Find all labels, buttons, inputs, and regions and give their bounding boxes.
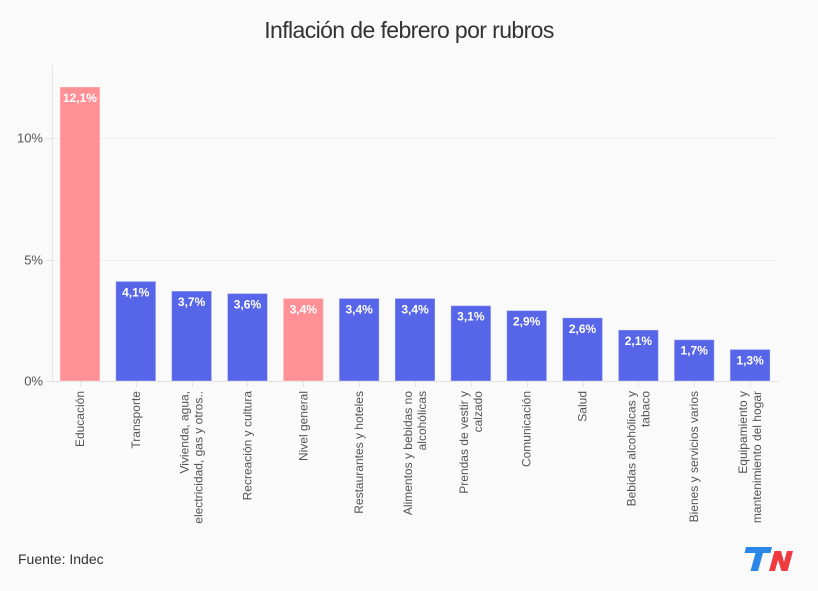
x-category-label: Alimentos y bebidas noalcohólicas — [401, 391, 429, 515]
bar-value-label: 3,4% — [345, 302, 373, 316]
x-category-label-line: Bienes y servicios varios — [687, 391, 701, 522]
bar[interactable] — [729, 348, 771, 382]
bar[interactable] — [282, 297, 324, 382]
source-note: Fuente: Indec — [18, 551, 104, 567]
bar-value-label: 1,7% — [681, 344, 709, 358]
bar[interactable] — [506, 310, 548, 382]
bar-group: 3,4% — [282, 297, 324, 382]
bar-group: 3,6% — [226, 293, 268, 382]
y-tick-label: 5% — [24, 253, 43, 268]
x-category-label-line: tabaco — [638, 391, 652, 427]
bar[interactable] — [562, 317, 604, 382]
x-category-label-line: Comunicación — [520, 391, 534, 467]
bar-value-label: 3,4% — [401, 302, 429, 316]
x-category-label-line: Transporte — [129, 391, 143, 449]
bar[interactable] — [338, 297, 380, 382]
chart-title: Inflación de febrero por rubros — [264, 17, 554, 43]
x-category-label-line: Prendas de vestir y — [457, 391, 471, 494]
bar-group: 12,1% — [59, 86, 101, 382]
bar-group: 2,6% — [562, 317, 604, 382]
x-category-label: Educación — [73, 391, 87, 447]
bar[interactable] — [394, 297, 436, 382]
x-category-label: Vivienda, agua,electricidad, gas y otros… — [178, 391, 206, 524]
x-category-label-line: Nivel general — [296, 391, 310, 461]
bar-value-label: 4,1% — [122, 285, 150, 299]
bar-group: 3,4% — [338, 297, 380, 382]
bar[interactable] — [450, 305, 492, 382]
x-category-label: Bebidas alcohólicas ytabaco — [624, 391, 652, 507]
x-category-label-line: Restaurantes y hoteles — [352, 391, 366, 514]
bars: 12,1% 4,1% 3,7% 3,6% 3,4% 3,4% 3,4% 3,1% 2,9% 2,6… — [59, 86, 771, 382]
logo-letter-t — [744, 547, 772, 571]
x-axis-ticks: Educación Transporte Vivienda, agua,electr… — [73, 381, 764, 524]
bar-value-label: 12,1% — [63, 91, 97, 105]
x-category-label: Transporte — [129, 391, 143, 449]
y-tick-label: 0% — [24, 374, 43, 389]
x-category-label: Salud — [576, 391, 590, 422]
bar-value-label: 2,1% — [625, 334, 653, 348]
x-category-label-line: Vivienda, agua, — [178, 391, 192, 474]
bar[interactable] — [171, 290, 213, 382]
y-tick-label: 10% — [17, 131, 43, 146]
x-category-label-line: alcohólicas — [415, 391, 429, 450]
y-axis-ticks: 0% 5% 10% — [17, 131, 52, 389]
bar-group: 3,7% — [171, 290, 213, 382]
x-category-label: Comunicación — [520, 391, 534, 467]
x-category-label: Equipamiento ymantenimiento del hogar — [736, 391, 764, 523]
bar-value-label: 2,6% — [569, 322, 597, 336]
x-category-label: Nivel general — [296, 391, 310, 461]
bar-value-label: 3,7% — [178, 295, 206, 309]
bar-value-label: 2,9% — [513, 315, 541, 329]
x-category-label-line: mantenimiento del hogar — [750, 391, 764, 523]
bar-value-label: 3,4% — [290, 302, 318, 316]
bar-group: 3,1% — [450, 305, 492, 382]
bar-group: 1,3% — [729, 348, 771, 382]
bar[interactable] — [115, 280, 157, 382]
x-category-label: Recreación y cultura — [240, 391, 254, 501]
x-category-label-line: Equipamiento y — [736, 391, 750, 474]
bar-group: 1,7% — [673, 339, 715, 382]
x-category-label: Restaurantes y hoteles — [352, 391, 366, 514]
bar[interactable] — [617, 329, 659, 382]
bar-group: 3,4% — [394, 297, 436, 382]
x-category-label-line: Salud — [576, 391, 590, 422]
x-category-label: Bienes y servicios varios — [687, 391, 701, 522]
x-category-label: Prendas de vestir ycalzado — [457, 391, 485, 494]
x-category-label-line: electricidad, gas y otros.. — [192, 391, 206, 524]
tn-logo — [744, 547, 793, 571]
bar-value-label: 3,1% — [457, 310, 485, 324]
x-category-label-line: Bebidas alcohólicas y — [624, 391, 638, 506]
bar[interactable] — [59, 86, 101, 382]
x-category-label-line: Alimentos y bebidas no — [401, 391, 415, 515]
logo-letter-n — [769, 551, 793, 571]
bar-group: 4,1% — [115, 280, 157, 382]
bar-value-label: 3,6% — [234, 298, 262, 312]
bar-group: 2,9% — [506, 310, 548, 382]
x-category-label-line: Educación — [73, 391, 87, 447]
x-category-label-line: Recreación y cultura — [240, 391, 254, 501]
bar-value-label: 1,3% — [736, 353, 764, 367]
bar-group: 2,1% — [617, 329, 659, 382]
x-category-label-line: calzado — [471, 391, 485, 433]
